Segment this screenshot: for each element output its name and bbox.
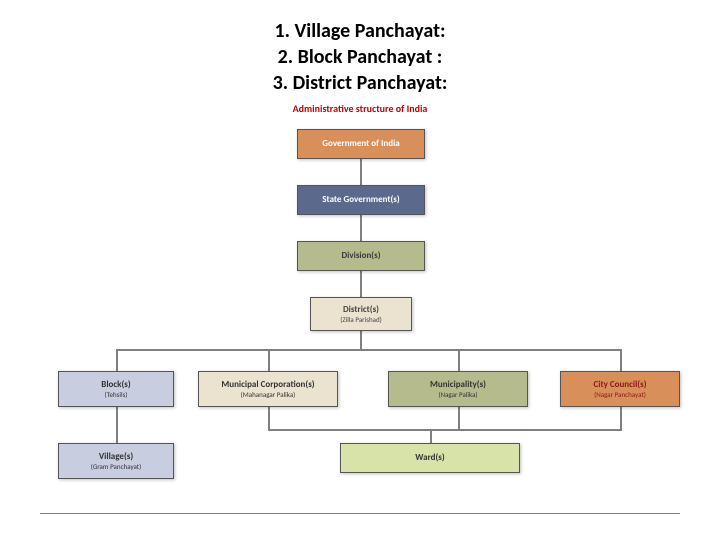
node-council: City Council(s)(Nagar Panchayat)	[560, 371, 680, 407]
node-state: State Government(s)	[297, 185, 425, 215]
node-label: Division(s)	[341, 251, 380, 261]
connector	[620, 349, 622, 371]
connector	[360, 159, 362, 185]
connector	[620, 407, 622, 429]
footer-divider	[40, 513, 680, 514]
node-division: Division(s)	[297, 241, 425, 271]
connector	[458, 407, 460, 429]
node-label: Government of India	[322, 139, 399, 149]
node-sublabel: (Mahanagar Palika)	[241, 391, 296, 399]
connector	[360, 271, 362, 297]
node-label: Municipal Corporation(s)	[221, 380, 314, 390]
node-label: City Council(s)	[593, 380, 646, 390]
header-text: 1. Village Panchayat: 2. Block Panchayat…	[0, 0, 720, 102]
node-label: Village(s)	[99, 452, 133, 462]
connector	[116, 407, 118, 443]
node-gov: Government of India	[297, 129, 425, 159]
node-sublabel: (Tehsils)	[105, 391, 128, 399]
connector	[116, 349, 118, 371]
connector	[268, 407, 270, 429]
node-label: District(s)	[343, 305, 379, 315]
node-district: District(s)(Zilla Parishad)	[310, 297, 412, 331]
node-sublabel: (Zilla Parishad)	[340, 316, 382, 324]
header-line-1: 1. Village Panchayat:	[0, 18, 720, 44]
header-line-3: 3. District Panchayat:	[0, 70, 720, 96]
connector	[116, 349, 620, 351]
diagram-title: Administrative structure of India	[0, 102, 720, 115]
node-label: Block(s)	[101, 380, 130, 390]
node-block: Block(s)(Tehsils)	[58, 371, 174, 407]
connector	[430, 429, 432, 443]
node-sublabel: (Nagar Panchayat)	[594, 391, 646, 399]
org-diagram: Government of India State Government(s) Di…	[0, 121, 720, 531]
node-label: State Government(s)	[322, 195, 399, 205]
node-sublabel: (Gram Panchayat)	[91, 463, 142, 471]
connector	[268, 349, 270, 371]
connector	[268, 429, 622, 431]
node-ward: Ward(s)	[340, 443, 520, 473]
node-label: Ward(s)	[415, 453, 444, 463]
node-label: Municipality(s)	[430, 380, 486, 390]
connector	[458, 349, 460, 371]
connector	[360, 331, 362, 349]
header-line-2: 2. Block Panchayat :	[0, 44, 720, 70]
node-village: Village(s)(Gram Panchayat)	[58, 443, 174, 479]
node-municip: Municipality(s)(Nagar Palika)	[388, 371, 528, 407]
connector	[360, 215, 362, 241]
node-sublabel: (Nagar Palika)	[438, 391, 477, 399]
node-muncorp: Municipal Corporation(s)(Mahanagar Palik…	[198, 371, 338, 407]
